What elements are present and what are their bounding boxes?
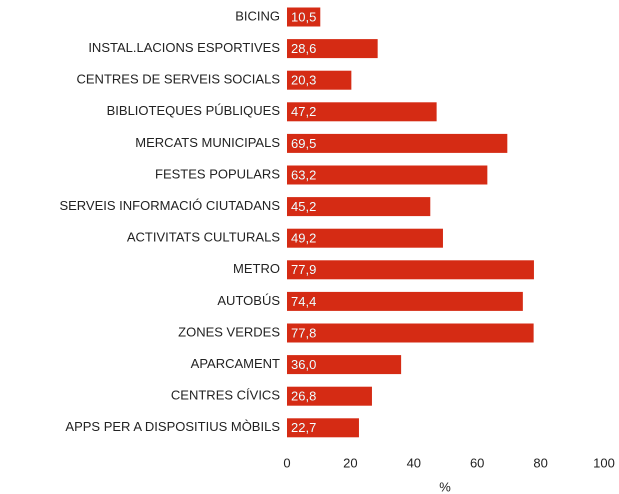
value-label: 45,2: [291, 199, 316, 214]
value-label: 47,2: [291, 104, 316, 119]
bar: [287, 291, 523, 311]
y-tick-label: APPS PER A DISPOSITIUS MÒBILS: [65, 419, 280, 434]
x-tick-label: 0: [283, 455, 290, 470]
y-tick-label: INSTAL.LACIONS ESPORTIVES: [88, 40, 280, 55]
y-tick-label: CENTRES CÍVICS: [171, 388, 280, 403]
value-label: 36,0: [291, 357, 316, 372]
y-tick-label: CENTRES DE SERVEIS SOCIALS: [77, 72, 281, 87]
value-label: 28,6: [291, 41, 316, 56]
bar: [287, 260, 534, 280]
value-label: 20,3: [291, 73, 316, 88]
value-label: 77,9: [291, 262, 316, 277]
bar: [287, 355, 402, 375]
value-label: 63,2: [291, 167, 316, 182]
y-tick-label: APARCAMENT: [191, 356, 280, 371]
value-label: 20,3: [291, 73, 316, 88]
value-label: 77,8: [291, 325, 316, 340]
x-tick-label: 20: [343, 455, 357, 470]
bar: [287, 197, 431, 217]
y-tick-label: AUTOBÚS: [217, 293, 280, 308]
value-label: 63,2: [291, 167, 316, 182]
bar: [287, 39, 378, 59]
y-tick-label: FESTES POPULARS: [155, 166, 280, 181]
value-label: 26,8: [291, 389, 316, 404]
bar: [287, 70, 352, 90]
value-label: 49,2: [291, 231, 316, 246]
value-label: 22,7: [291, 420, 316, 435]
bar: [287, 418, 359, 438]
value-label: 22,7: [291, 420, 316, 435]
value-label: 69,5: [291, 136, 316, 151]
y-tick-label: ZONES VERDES: [178, 324, 280, 339]
bar: [287, 228, 443, 248]
value-label: 47,2: [291, 104, 316, 119]
x-tick-label: 100: [593, 455, 615, 470]
bar: [287, 323, 534, 343]
y-tick-label: ACTIVITATS CULTURALS: [127, 230, 280, 245]
y-tick-label: MERCATS MUNICIPALS: [135, 135, 280, 150]
y-tick-label: BICING: [235, 8, 280, 23]
x-axis-label: %: [439, 479, 451, 494]
x-tick-label: 60: [470, 455, 484, 470]
x-tick-label: 40: [407, 455, 421, 470]
bar: [287, 102, 437, 122]
value-label: 45,2: [291, 199, 316, 214]
bar: [287, 7, 321, 27]
bar: [287, 133, 508, 153]
value-label: 77,9: [291, 262, 316, 277]
bar: [287, 386, 372, 406]
value-label: 28,6: [291, 41, 316, 56]
value-label: 10,5: [291, 9, 316, 24]
value-label: 74,4: [291, 294, 316, 309]
value-label: 49,2: [291, 231, 316, 246]
value-label: 10,5: [291, 9, 316, 24]
value-label: 26,8: [291, 389, 316, 404]
value-label: 69,5: [291, 136, 316, 151]
y-tick-label: BIBLIOTEQUES PÚBLIQUES: [107, 103, 281, 118]
value-label: 77,8: [291, 325, 316, 340]
y-tick-label: METRO: [233, 261, 280, 276]
bar: [287, 165, 488, 185]
y-tick-label: SERVEIS INFORMACIÓ CIUTADANS: [59, 198, 280, 213]
value-label: 74,4: [291, 294, 316, 309]
x-tick-label: 80: [533, 455, 547, 470]
value-label: 36,0: [291, 357, 316, 372]
